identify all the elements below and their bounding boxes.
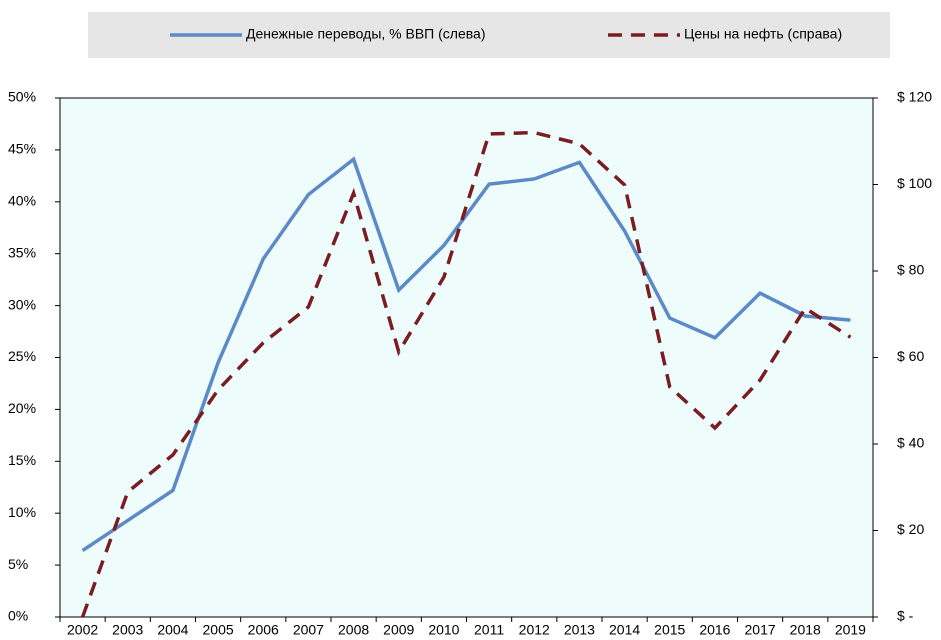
x-tick-label: 2003 [112, 622, 143, 638]
x-tick-label: 2011 [474, 622, 504, 638]
x-tick-label: 2007 [293, 622, 324, 638]
y-tick-label: 40% [8, 193, 36, 209]
y-tick-label: 35% [8, 244, 36, 260]
y2-tick-label: $ 40 [897, 435, 924, 451]
x-tick-label: 2016 [699, 622, 730, 638]
x-tick-label: 2010 [428, 622, 459, 638]
legend-label: Денежные переводы, % ВВП (слева) [246, 26, 485, 42]
y2-tick-label: $ 120 [897, 89, 932, 105]
y-tick-label: 20% [8, 400, 36, 416]
y-tick-label: 30% [8, 296, 36, 312]
x-tick-label: 2006 [248, 622, 279, 638]
y-tick-label: 50% [8, 89, 36, 105]
series-line [81, 156, 851, 553]
x-tick-label: 2004 [157, 622, 188, 638]
x-tick-label: 2009 [383, 622, 414, 638]
legend-label: Цены на нефть (справа) [684, 26, 842, 42]
x-tick-label: 2015 [654, 622, 685, 638]
x-tick-label: 2002 [67, 622, 98, 638]
y2-tick-label: $ 60 [897, 348, 924, 364]
y-tick-label: 45% [8, 141, 36, 157]
x-tick-label: 2005 [203, 622, 234, 638]
x-tick-label: 2008 [338, 622, 369, 638]
x-tick-label: 2017 [745, 622, 776, 638]
plot-area [59, 97, 874, 618]
y2-tick-label: $ 100 [897, 175, 932, 191]
x-tick-label: 2013 [564, 622, 595, 638]
x-tick-label: 2018 [790, 622, 821, 638]
y2-tick-label: $ 20 [897, 521, 924, 537]
x-tick-label: 2012 [519, 622, 550, 638]
x-tick-label: 2019 [835, 622, 866, 638]
y-tick-label: 25% [8, 348, 36, 364]
y-tick-label: 5% [8, 556, 28, 572]
x-tick-label: 2014 [609, 622, 640, 638]
y2-tick-label: $ - [897, 608, 914, 624]
y2-tick-label: $ 80 [897, 262, 924, 278]
y-tick-label: 10% [8, 504, 36, 520]
series-line [80, 130, 852, 617]
y-tick-label: 15% [8, 452, 36, 468]
y-tick-label: 0% [8, 608, 28, 624]
